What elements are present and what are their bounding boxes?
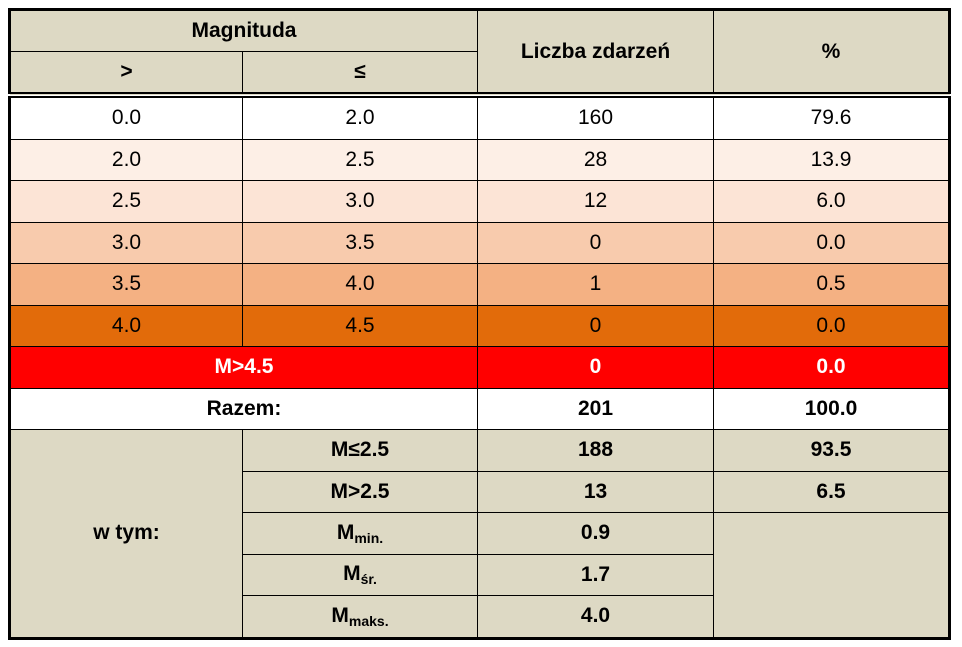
table-cell: 0.5 — [713, 263, 950, 306]
table-cell: 0.0 — [9, 94, 243, 140]
table-cell: 0 — [477, 346, 714, 389]
table-cell: Mmin. — [242, 512, 478, 555]
table-cell: 3.0 — [9, 221, 243, 264]
label-sub: maks. — [348, 612, 389, 629]
table-row: w tym: M≤2.5 188 93.5 — [9, 429, 950, 639]
table-row: 4.0 4.5 0 0.0 — [9, 304, 950, 347]
table-cell: 6.0 — [713, 180, 950, 223]
table-cell: 0.0 — [713, 221, 950, 264]
table-cell: 13.9 — [713, 138, 950, 181]
table-row: Razem: 201 100.0 — [9, 387, 950, 430]
table-cell: 13 — [477, 470, 714, 513]
table-cell: M≤2.5 — [242, 429, 478, 472]
table-cell: 201 — [477, 387, 714, 430]
table-row: 0.0 2.0 160 79.6 — [9, 94, 950, 140]
table-row: M>4.5 0 0.0 — [9, 346, 950, 389]
label-main: M — [343, 562, 361, 586]
table-cell: 160 — [477, 94, 714, 140]
table-cell: 0 — [477, 221, 714, 264]
table-cell: 4.0 — [242, 263, 478, 306]
table-cell: 3.5 — [9, 263, 243, 306]
table-cell: 93.5 — [713, 429, 950, 472]
table-cell: 2.5 — [9, 180, 243, 223]
table-cell: 0 — [477, 304, 714, 347]
table-cell: 2.5 — [242, 138, 478, 181]
table-cell: 2.0 — [9, 138, 243, 181]
table-cell: 0.9 — [477, 512, 714, 555]
table-cell: 4.0 — [9, 304, 243, 347]
label-main: M — [336, 520, 355, 544]
table-cell: Razem: — [9, 387, 478, 430]
table-cell: 2.0 — [242, 94, 478, 140]
table-cell: 1 — [477, 263, 714, 306]
table-row: 2.5 3.0 12 6.0 — [9, 180, 950, 223]
table-cell: 28 — [477, 138, 714, 181]
table-cell: 0.0 — [713, 346, 950, 389]
table-cell: M>2.5 — [242, 470, 478, 513]
table-cell: Mmaks. — [242, 595, 478, 639]
table-row: 3.0 3.5 0 0.0 — [9, 221, 950, 264]
label-sub: śr. — [360, 571, 377, 588]
table-cell: 188 — [477, 429, 714, 472]
header-cell: Liczba zdarzeń — [477, 9, 714, 98]
label-main: M>2.5 — [330, 479, 390, 503]
table-cell — [713, 512, 950, 639]
table-cell: 3.5 — [242, 221, 478, 264]
table-cell: w tym: — [9, 429, 243, 639]
table-row: Mmaks. 4.0 — [10, 595, 950, 639]
header-cell: > — [9, 51, 243, 98]
table-cell: 79.6 — [713, 94, 950, 140]
table-row: 3.5 4.0 1 0.5 — [9, 263, 950, 306]
table-cell: 1.7 — [477, 553, 714, 596]
table-cell: 100.0 — [713, 387, 950, 430]
table-cell: M>4.5 — [9, 346, 478, 389]
table-cell: Mśr. — [242, 553, 478, 596]
label-sub: min. — [354, 529, 384, 546]
label-main: M — [331, 603, 349, 627]
magnitude-table: Magnituda Liczba zdarzeń % > ≤ 0.0 2.0 160… — [8, 8, 951, 640]
header-cell: ≤ — [242, 51, 478, 98]
table-cell: 4.0 — [477, 595, 714, 639]
table-cell: 3.0 — [242, 180, 478, 223]
table-row: Mśr. 1.7 — [10, 553, 950, 596]
table-row: 2.0 2.5 28 13.9 — [9, 138, 950, 181]
label-main: M≤2.5 — [330, 438, 390, 462]
table-cell: 12 — [477, 180, 714, 223]
table-cell: 0.0 — [713, 304, 950, 347]
table-row: Mmin. 0.9 — [10, 512, 950, 639]
header-cell: % — [713, 9, 950, 98]
table-cell: 4.5 — [242, 304, 478, 347]
table-row: M>2.5 13 6.5 — [10, 470, 950, 513]
header-cell: Magnituda — [9, 9, 478, 52]
table-cell: 6.5 — [713, 470, 950, 513]
